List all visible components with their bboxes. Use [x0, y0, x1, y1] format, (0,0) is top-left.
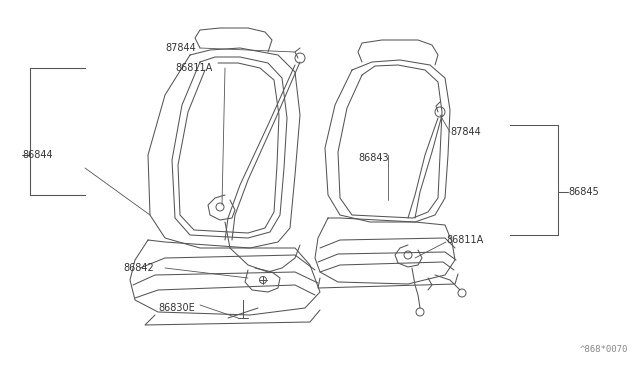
Text: 86830E: 86830E [158, 303, 195, 313]
Text: 86811A: 86811A [175, 63, 212, 73]
Text: 86843: 86843 [358, 153, 388, 163]
Text: 87844: 87844 [165, 43, 196, 53]
Text: 86844: 86844 [22, 150, 52, 160]
Text: 87844: 87844 [450, 127, 481, 137]
Text: 86811A: 86811A [446, 235, 483, 245]
Text: ^868*0070: ^868*0070 [580, 345, 628, 354]
Text: 86845: 86845 [568, 187, 599, 197]
Text: 86842: 86842 [123, 263, 154, 273]
